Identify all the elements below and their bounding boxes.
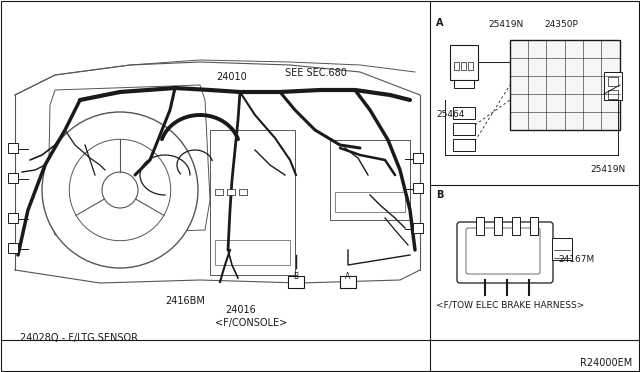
Text: 25419N: 25419N bbox=[590, 165, 625, 174]
Text: <F/CONSOLE>: <F/CONSOLE> bbox=[215, 318, 287, 328]
Bar bbox=[340, 276, 356, 288]
Bar bbox=[454, 80, 474, 88]
Bar bbox=[215, 189, 223, 195]
Circle shape bbox=[102, 172, 138, 208]
Bar bbox=[239, 189, 247, 195]
Circle shape bbox=[69, 139, 171, 241]
Text: 24028Q - F/LTG SENSOR: 24028Q - F/LTG SENSOR bbox=[20, 333, 138, 343]
Polygon shape bbox=[48, 85, 210, 235]
Text: 24167M: 24167M bbox=[558, 255, 595, 264]
Bar bbox=[461, 62, 466, 70]
Text: B: B bbox=[293, 272, 299, 281]
Bar bbox=[608, 77, 618, 86]
Bar bbox=[210, 130, 295, 275]
Bar bbox=[413, 183, 423, 193]
Bar bbox=[8, 243, 18, 253]
Bar bbox=[530, 217, 538, 235]
Text: 24010: 24010 bbox=[216, 72, 248, 82]
Text: 2416BM: 2416BM bbox=[165, 296, 205, 306]
Text: 24016: 24016 bbox=[225, 305, 256, 315]
Text: 25464: 25464 bbox=[436, 110, 465, 119]
FancyBboxPatch shape bbox=[457, 222, 553, 283]
Bar bbox=[494, 217, 502, 235]
Bar bbox=[8, 213, 18, 223]
Text: A: A bbox=[436, 18, 444, 28]
Bar bbox=[288, 276, 304, 288]
Bar bbox=[450, 45, 478, 80]
Circle shape bbox=[42, 112, 198, 268]
Bar bbox=[453, 139, 475, 151]
Text: R24000EM: R24000EM bbox=[580, 358, 632, 368]
Bar bbox=[552, 238, 572, 260]
Bar bbox=[476, 217, 484, 235]
Text: 24350P: 24350P bbox=[544, 20, 578, 29]
Bar bbox=[454, 62, 459, 70]
Bar bbox=[510, 40, 620, 130]
Bar bbox=[468, 62, 473, 70]
Bar bbox=[8, 173, 18, 183]
Text: A: A bbox=[346, 272, 351, 281]
Bar bbox=[413, 153, 423, 163]
Bar bbox=[608, 90, 618, 99]
Bar bbox=[453, 107, 475, 119]
FancyBboxPatch shape bbox=[466, 228, 540, 274]
Bar bbox=[453, 123, 475, 135]
Bar bbox=[227, 189, 235, 195]
Text: SEE SEC.680: SEE SEC.680 bbox=[285, 68, 347, 78]
Text: <F/TOW ELEC BRAKE HARNESS>: <F/TOW ELEC BRAKE HARNESS> bbox=[436, 300, 584, 309]
Bar bbox=[512, 217, 520, 235]
Bar bbox=[604, 72, 622, 100]
Bar bbox=[413, 223, 423, 233]
Bar bbox=[8, 143, 18, 153]
Bar bbox=[215, 240, 290, 265]
Bar bbox=[330, 140, 410, 220]
Text: 25419N: 25419N bbox=[488, 20, 524, 29]
Bar bbox=[335, 192, 405, 212]
Text: B: B bbox=[436, 190, 444, 200]
